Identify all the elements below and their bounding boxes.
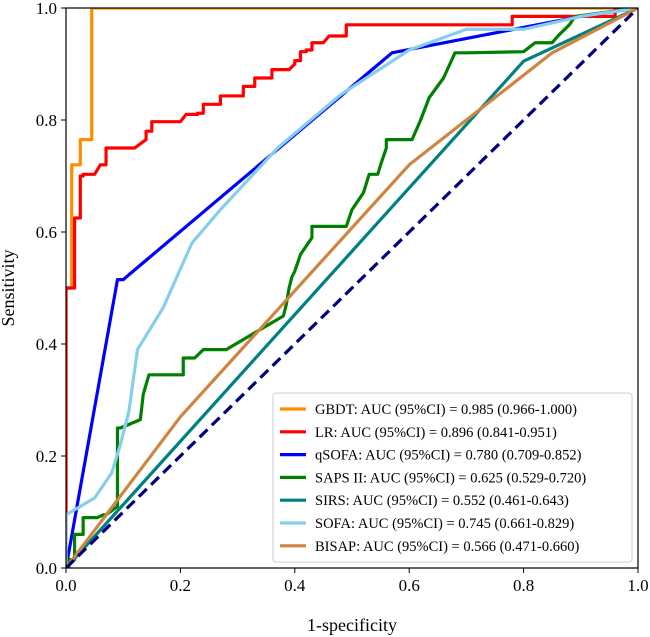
series-line-bisap xyxy=(66,8,638,568)
x-tick-label: 0.2 xyxy=(170,576,191,595)
legend-label-bisap: BISAP: AUC (95%CI) = 0.566 (0.471-0.660) xyxy=(315,539,580,555)
x-tick-label: 0.8 xyxy=(513,576,534,595)
y-tick-label: 1.0 xyxy=(36,0,57,18)
series-line-lr xyxy=(66,8,638,568)
y-tick-label: 0.6 xyxy=(36,223,57,242)
legend-label-sofa: SOFA: AUC (95%CI) = 0.745 (0.661-0.829) xyxy=(315,516,574,532)
legend-label-gbdt: GBDT: AUC (95%CI) = 0.985 (0.966-1.000) xyxy=(315,402,577,418)
legend: GBDT: AUC (95%CI) = 0.985 (0.966-1.000) L… xyxy=(272,392,633,563)
reference-diagonal-line xyxy=(66,8,638,568)
legend-label-sirs: SIRS: AUC (95%CI) = 0.552 (0.461-0.643) xyxy=(315,493,569,509)
series-line-sofa xyxy=(66,8,638,568)
legend-box xyxy=(272,392,633,563)
y-tick-label: 0.0 xyxy=(36,559,57,578)
series-lines xyxy=(66,8,638,568)
y-tick-label: 0.2 xyxy=(36,447,57,466)
x-tick-label: 0.0 xyxy=(55,576,76,595)
y-tick-label: 0.4 xyxy=(36,335,58,354)
legend-label-lr: LR: AUC (95%CI) = 0.896 (0.841-0.951) xyxy=(315,425,557,441)
x-tick-label: 0.6 xyxy=(399,576,420,595)
legend-label-qsofa: qSOFA: AUC (95%CI) = 0.780 (0.709-0.852) xyxy=(315,448,582,464)
x-tick-label: 1.0 xyxy=(627,576,648,595)
y-tick-label: 0.8 xyxy=(36,111,57,130)
x-tick-label: 0.4 xyxy=(284,576,306,595)
legend-label-saps-ii: SAPS II: AUC (95%CI) = 0.625 (0.529-0.72… xyxy=(315,470,586,486)
x-axis-label: 1-specificity xyxy=(307,615,397,635)
plot-frame xyxy=(65,7,639,569)
series-line-sirs xyxy=(66,8,638,568)
y-axis-label: Sensitivity xyxy=(0,249,18,326)
axis-ticks: 0.0 0.2 0.4 0.6 0.8 1.0 0.0 0.2 0.4 0.6 0.8 1.0 xyxy=(36,0,649,595)
